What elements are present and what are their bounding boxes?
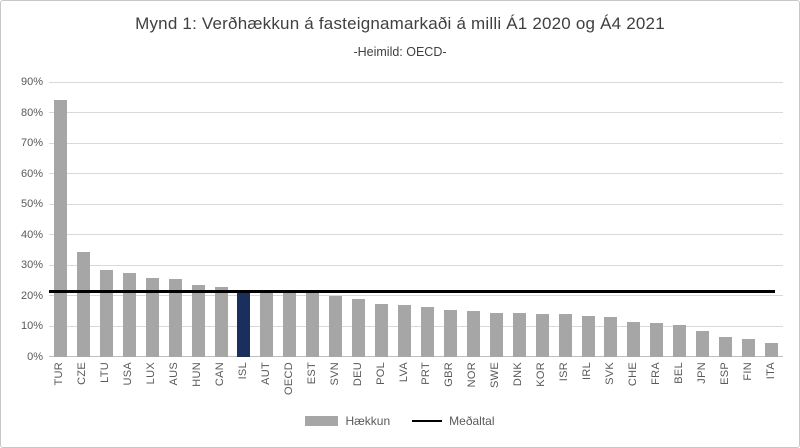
- y-axis-label: 20%: [20, 289, 43, 302]
- bar-svn: [329, 295, 343, 357]
- x-axis-label: OECD: [282, 362, 295, 395]
- x-axis-label: SVN: [328, 362, 341, 386]
- bar-irl: [581, 315, 595, 357]
- x-axis-label: LUX: [145, 362, 158, 385]
- chart-subtitle: -Heimild: OECD-: [353, 45, 447, 59]
- x-axis-label: SWE: [489, 362, 502, 388]
- x-axis-label: TUR: [53, 362, 66, 386]
- x-axis-label: IRL: [581, 362, 594, 381]
- gridline: [49, 295, 783, 297]
- bar-isl: [237, 289, 251, 357]
- legend-line-swatch: [412, 419, 443, 423]
- bar-usa: [122, 272, 136, 357]
- x-axis-label: HUN: [191, 362, 204, 387]
- x-axis-label: EST: [305, 362, 318, 385]
- y-axis-label: 40%: [20, 228, 43, 241]
- legend-line-label: Meðaltal: [449, 414, 495, 428]
- bar-ltu: [99, 269, 113, 357]
- bar-fra: [650, 323, 664, 357]
- bar-kor: [535, 314, 549, 357]
- x-axis-label: SVK: [603, 362, 616, 385]
- gridline: [49, 173, 783, 175]
- bar-hun: [191, 285, 205, 357]
- y-axis-label: 70%: [20, 137, 43, 150]
- x-axis-label: ESP: [718, 362, 731, 385]
- x-axis-label: AUS: [168, 362, 181, 386]
- bar-ita: [765, 343, 779, 357]
- bar-pol: [375, 303, 389, 357]
- gridline: [49, 264, 783, 266]
- bar-dnk: [512, 312, 526, 357]
- x-axis-label: ISR: [558, 362, 571, 382]
- plot-area: [49, 81, 783, 357]
- legend: Hækkun Meðaltal: [1, 414, 799, 428]
- bar-aut: [260, 291, 274, 357]
- bar-jpn: [696, 331, 710, 357]
- x-axis-label: PRT: [420, 362, 433, 385]
- x-axis-label: USA: [122, 362, 135, 386]
- bar-isr: [558, 314, 572, 357]
- x-axis-label: ISL: [236, 362, 249, 380]
- bar-oecd: [283, 291, 297, 357]
- gridline: [49, 142, 783, 144]
- bar-deu: [352, 298, 366, 357]
- x-axis-line: [49, 356, 783, 357]
- y-axis-label: 10%: [20, 320, 43, 333]
- legend-bar-swatch: [305, 416, 339, 426]
- bar-can: [214, 286, 228, 357]
- x-axis-label: ITA: [764, 362, 777, 380]
- x-axis-label: KOR: [535, 362, 548, 387]
- y-axis-label: 50%: [20, 198, 43, 211]
- x-axis-label: FRA: [649, 362, 662, 385]
- bar-svk: [604, 317, 618, 357]
- bar-fin: [742, 338, 756, 357]
- bar-lux: [145, 277, 159, 357]
- bar-lva: [398, 305, 412, 357]
- bar-prt: [420, 306, 434, 357]
- x-axis-label: GBR: [443, 362, 456, 387]
- bar-gbr: [443, 309, 457, 357]
- bar-bel: [673, 324, 687, 357]
- legend-bar-label: Hækkun: [345, 414, 391, 428]
- x-axis-label: POL: [374, 362, 387, 385]
- bar-cze: [76, 251, 90, 357]
- x-axis-label: CHE: [626, 362, 639, 387]
- bar-che: [627, 321, 641, 357]
- y-axis-label: 0%: [27, 351, 43, 363]
- average-line: [49, 290, 775, 293]
- x-axis-label: AUT: [259, 362, 272, 385]
- y-axis-label: 30%: [20, 259, 43, 272]
- gridline: [49, 203, 783, 205]
- gridline: [49, 81, 783, 83]
- x-axis-label: NOR: [466, 362, 479, 388]
- bar-nor: [466, 311, 480, 357]
- x-axis-label: LVA: [397, 362, 410, 383]
- x-axis-label: FIN: [741, 362, 754, 381]
- gridline: [49, 234, 783, 236]
- y-axis-label: 80%: [20, 106, 43, 119]
- bar-swe: [489, 312, 503, 357]
- y-axis-label: 90%: [20, 76, 43, 88]
- x-axis-label: CZE: [76, 362, 89, 385]
- x-axis-label: DNK: [512, 362, 525, 387]
- x-axis-label: LTU: [99, 362, 112, 383]
- bar-aus: [168, 279, 182, 357]
- gridline: [49, 112, 783, 114]
- x-axis-label: CAN: [214, 362, 227, 387]
- bar-tur: [53, 100, 67, 357]
- bar-esp: [719, 337, 733, 357]
- gridline: [49, 325, 783, 327]
- x-axis-label: DEU: [351, 362, 364, 387]
- x-axis-label: JPN: [695, 362, 708, 384]
- chart-title: Mynd 1: Verðhækkun á fasteignamarkaði á …: [135, 14, 665, 33]
- x-axis-label: BEL: [672, 362, 685, 384]
- y-axis-label: 60%: [20, 167, 43, 180]
- bar-est: [306, 291, 320, 357]
